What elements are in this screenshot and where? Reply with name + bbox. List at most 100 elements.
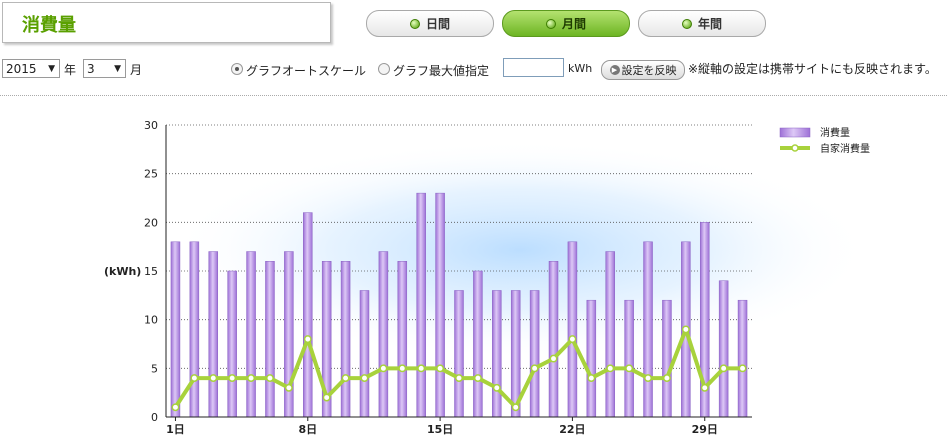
radio-max-value[interactable] (378, 63, 390, 75)
radio-max-value-label: グラフ最大値指定 (393, 64, 490, 78)
y-tick-label: 10 (144, 314, 158, 327)
bar-consumption (548, 261, 559, 418)
page-title: 消費量 (22, 15, 76, 36)
bar-consumption (189, 241, 200, 418)
point-self-consumption (511, 403, 520, 412)
apply-settings-button[interactable]: ▶ 設定を反映 (601, 60, 685, 80)
legend-label-consumption: 消費量 (820, 126, 850, 139)
y-tick-label: 0 (151, 411, 158, 424)
bar-consumption (416, 192, 426, 418)
point-self-consumption (681, 325, 690, 334)
bar-consumption (340, 261, 351, 418)
point-self-consumption (303, 335, 312, 344)
bar-consumption (303, 212, 313, 418)
x-tick-label: 1日 (166, 423, 185, 436)
y-tick-label: 30 (144, 119, 158, 132)
tab-daily[interactable]: 日間 (366, 10, 494, 37)
year-select-value: 2015 (6, 61, 37, 76)
point-self-consumption (436, 364, 445, 373)
tab-monthly-label: 月間 (561, 17, 586, 31)
x-tick-label: 8日 (298, 423, 317, 436)
point-self-consumption (455, 374, 463, 383)
legend-label-self-consumption: 自家消費量 (820, 142, 870, 155)
year-suffix: 年 (64, 63, 77, 77)
bar-consumption (227, 270, 237, 418)
point-self-consumption (625, 364, 634, 373)
x-tick-label: 22日 (559, 423, 585, 436)
radio-dot-icon (681, 18, 692, 29)
point-self-consumption (568, 335, 577, 344)
bar-consumption (624, 299, 634, 418)
consumption-chart: 0 5 10 15 20 25 30 1日 8日 15日 22日 29日 (kWh) 消費量 自家消費… (104, 119, 870, 436)
month-suffix: 月 (130, 63, 143, 77)
legend-line-marker (791, 144, 799, 152)
y-tick-label: 25 (144, 168, 158, 181)
bar-consumption (492, 290, 502, 418)
point-self-consumption (322, 393, 331, 402)
bar-consumption (737, 299, 748, 418)
point-self-consumption (341, 374, 350, 383)
bar-consumption (170, 241, 181, 418)
year-select[interactable]: 2015 ▼ (2, 59, 60, 78)
x-tick-label: 15日 (427, 423, 453, 436)
point-self-consumption (171, 403, 180, 412)
point-self-consumption (492, 383, 501, 392)
chevron-down-icon: ▼ (114, 64, 121, 74)
chevron-down-icon: ▼ (48, 64, 55, 74)
radio-auto-scale-label: グラフオートスケール (246, 64, 367, 78)
arrow-right-icon: ▶ (609, 65, 620, 75)
legend-bar-swatch (779, 127, 811, 138)
kwh-unit: kWh (568, 62, 593, 75)
bar-consumption (529, 290, 540, 418)
bar-consumption (586, 299, 597, 418)
point-self-consumption (644, 374, 652, 383)
radio-auto-scale[interactable] (231, 63, 243, 75)
bar-consumption (246, 251, 256, 418)
month-select[interactable]: 3 ▼ (83, 59, 126, 78)
y-tick-label: 15 (144, 265, 158, 278)
point-self-consumption (738, 364, 747, 373)
x-tick-label: 29日 (692, 423, 718, 436)
bar-consumption (567, 241, 578, 418)
bar-consumption (718, 280, 729, 418)
bar-consumption (397, 261, 408, 418)
bar-consumption (265, 261, 275, 418)
point-self-consumption (398, 364, 407, 373)
divider (0, 95, 947, 96)
tab-monthly[interactable]: 月間 (502, 10, 630, 37)
tab-yearly[interactable]: 年間 (638, 10, 766, 37)
point-self-consumption (284, 383, 293, 392)
point-self-consumption (587, 374, 596, 383)
radio-dot-icon (409, 18, 420, 29)
y-axis-label: (kWh) (104, 265, 141, 278)
bar-consumption (435, 192, 445, 418)
y-tick-label: 20 (144, 216, 158, 229)
point-self-consumption (266, 374, 274, 383)
bar-consumption (208, 251, 219, 418)
point-self-consumption (549, 354, 558, 363)
tab-yearly-label: 年間 (697, 17, 722, 31)
point-self-consumption (662, 374, 671, 383)
note-text: ※縦軸の設定は携帯サイトにも反映されます。 (688, 62, 937, 76)
point-self-consumption (719, 364, 728, 373)
max-value-input[interactable] (503, 58, 564, 77)
point-self-consumption (228, 374, 237, 383)
bar-consumption (284, 251, 294, 418)
y-tick-label: 5 (151, 362, 158, 375)
point-self-consumption (247, 374, 256, 383)
bar-consumption (378, 251, 389, 418)
point-self-consumption (700, 383, 709, 392)
bar-consumption (454, 290, 464, 418)
point-self-consumption (379, 364, 388, 373)
bar-consumption (662, 299, 672, 418)
point-self-consumption (190, 374, 199, 383)
point-self-consumption (530, 364, 539, 373)
point-self-consumption (209, 374, 218, 383)
point-self-consumption (417, 364, 426, 373)
month-select-value: 3 (87, 61, 95, 76)
apply-settings-label: 設定を反映 (621, 64, 677, 77)
radio-dot-icon (545, 18, 556, 29)
point-self-consumption (360, 374, 369, 383)
bar-consumption (605, 251, 615, 418)
section-title-box: 消費量 (2, 2, 331, 43)
